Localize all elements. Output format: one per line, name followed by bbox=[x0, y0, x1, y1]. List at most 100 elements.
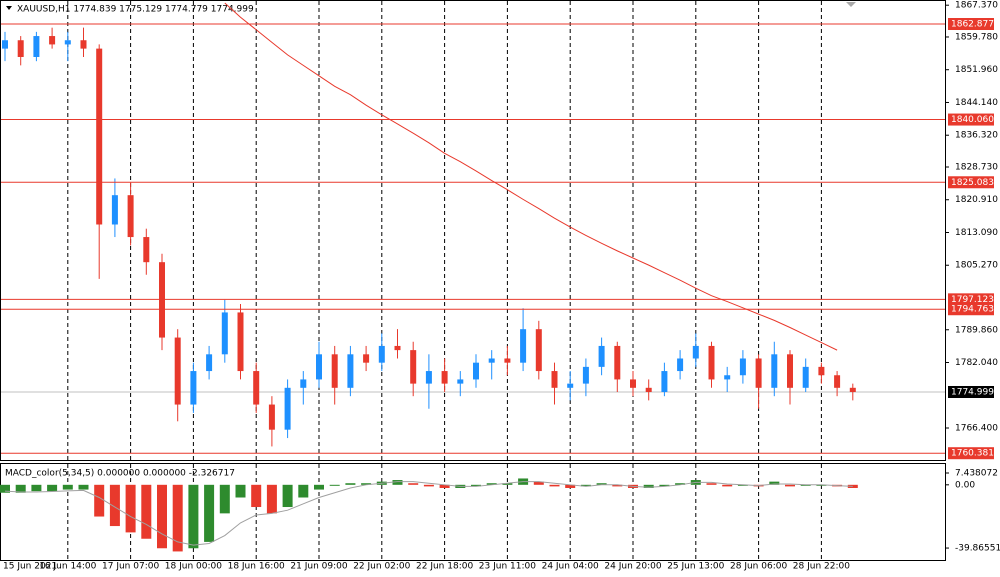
candle-body bbox=[692, 345, 699, 359]
candle-body bbox=[473, 362, 479, 380]
y-tick-label: 1836.320 bbox=[955, 131, 998, 141]
macd-bar bbox=[125, 484, 136, 533]
y-tick-label: 0.00 bbox=[955, 480, 975, 490]
x-tick-label: 23 Jun 11:00 bbox=[479, 562, 536, 572]
y-tick-label: 1789.860 bbox=[955, 325, 998, 335]
macd-bar bbox=[706, 483, 717, 485]
candle-body bbox=[677, 358, 684, 372]
y-tick-label: 1766.400 bbox=[955, 424, 998, 434]
macd-bar bbox=[204, 484, 215, 542]
candle-body bbox=[787, 354, 793, 388]
candle-body bbox=[49, 36, 56, 45]
x-tick-label: 18 Jun 00:00 bbox=[165, 562, 222, 572]
candle-body bbox=[771, 354, 778, 388]
candle-body bbox=[300, 379, 307, 388]
candle-body bbox=[567, 383, 574, 388]
candle-body bbox=[221, 312, 228, 355]
macd-bar bbox=[31, 484, 42, 492]
y-tick-label: 1851.960 bbox=[955, 65, 998, 75]
x-tick-label: 16 Jun 14:00 bbox=[39, 562, 96, 572]
level-label-box bbox=[948, 176, 994, 189]
candle-body bbox=[64, 40, 71, 45]
level-label: 1840.060 bbox=[951, 115, 994, 125]
candle-body bbox=[739, 358, 746, 376]
macd-bar bbox=[172, 484, 183, 552]
candle-body bbox=[174, 337, 181, 405]
signal-line bbox=[4, 481, 853, 546]
candle-body bbox=[488, 358, 495, 363]
macd-bar bbox=[439, 484, 450, 488]
x-tick-label: 22 Jun 02:00 bbox=[353, 562, 410, 572]
candle-body bbox=[708, 345, 715, 380]
macd-bar bbox=[78, 484, 89, 490]
macd-bar bbox=[109, 484, 120, 527]
y-tick-label: 7.438072 bbox=[955, 469, 998, 479]
x-tick-label: 21 Jun 09:00 bbox=[290, 562, 347, 572]
macd-bar bbox=[408, 483, 419, 485]
x-tick-label: 17 Jun 07:00 bbox=[102, 562, 159, 572]
candle-body bbox=[331, 354, 338, 388]
macd-bar bbox=[141, 484, 152, 539]
y-tick-label: 1867.370 bbox=[955, 1, 998, 11]
candle-body bbox=[17, 40, 24, 57]
candle-body bbox=[645, 387, 652, 392]
y-tick-label: 1820.910 bbox=[955, 195, 998, 205]
candle-body bbox=[111, 195, 118, 225]
macd-bar bbox=[533, 481, 544, 485]
candle-body bbox=[598, 345, 605, 367]
macd-bar bbox=[392, 480, 403, 485]
candle-body bbox=[143, 237, 150, 263]
candle-body bbox=[410, 350, 417, 384]
candle-body bbox=[253, 371, 260, 405]
candle-body bbox=[363, 354, 370, 363]
candle-body bbox=[441, 371, 448, 384]
last-price-box bbox=[948, 385, 994, 398]
macd-bar bbox=[282, 484, 293, 508]
candle-body bbox=[159, 262, 165, 338]
candle-body bbox=[425, 371, 432, 384]
macd-bar bbox=[596, 483, 607, 485]
candle-body bbox=[724, 375, 731, 380]
candle-body bbox=[535, 329, 542, 372]
candle-body bbox=[96, 48, 103, 225]
y-tick-label: 1782.040 bbox=[955, 358, 998, 368]
level-label-box bbox=[948, 18, 994, 31]
macd-bar bbox=[675, 483, 686, 485]
macd-bar bbox=[471, 484, 481, 487]
x-tick-label: 25 Jun 13:00 bbox=[667, 562, 724, 572]
level-label-box bbox=[948, 113, 994, 126]
candle-body bbox=[2, 40, 8, 49]
candle-body bbox=[284, 387, 291, 430]
macd-bar bbox=[298, 484, 309, 498]
x-tick-label: 24 Jun 20:00 bbox=[604, 562, 661, 572]
macd-bar bbox=[345, 483, 356, 485]
main-frame bbox=[0, 0, 946, 461]
candle-body bbox=[347, 354, 354, 388]
candle-body bbox=[802, 366, 809, 388]
x-tick-label: 24 Jun 04:00 bbox=[542, 562, 599, 572]
macd-bar bbox=[235, 484, 246, 498]
macd-bar bbox=[219, 484, 230, 514]
candle-body bbox=[755, 358, 762, 388]
macd-title: MACD_color(5,34,5) 0.000000 0.000000 -2.… bbox=[5, 469, 235, 479]
level-label-box bbox=[948, 303, 994, 316]
candle-body bbox=[849, 387, 856, 392]
macd-bar bbox=[580, 484, 591, 487]
y-tick-label: 1859.780 bbox=[955, 32, 998, 42]
macd-bar bbox=[785, 484, 795, 487]
chart-title: XAUUSD,H1 1774.839 1775.129 1774.779 177… bbox=[17, 5, 254, 15]
menu-arrow[interactable] bbox=[6, 6, 12, 10]
level-label: 1825.083 bbox=[951, 178, 994, 188]
macd-frame bbox=[0, 463, 946, 561]
macd-bar bbox=[188, 484, 199, 549]
candle-body bbox=[237, 312, 244, 372]
candle-body bbox=[33, 36, 40, 57]
macd-bar bbox=[361, 483, 372, 485]
shift-marker[interactable] bbox=[846, 2, 856, 7]
macd-bar bbox=[502, 483, 513, 485]
macd-bar bbox=[722, 484, 733, 487]
macd-bar bbox=[549, 484, 560, 487]
macd-bar bbox=[0, 484, 10, 493]
y-tick-label: 1805.270 bbox=[955, 261, 998, 271]
